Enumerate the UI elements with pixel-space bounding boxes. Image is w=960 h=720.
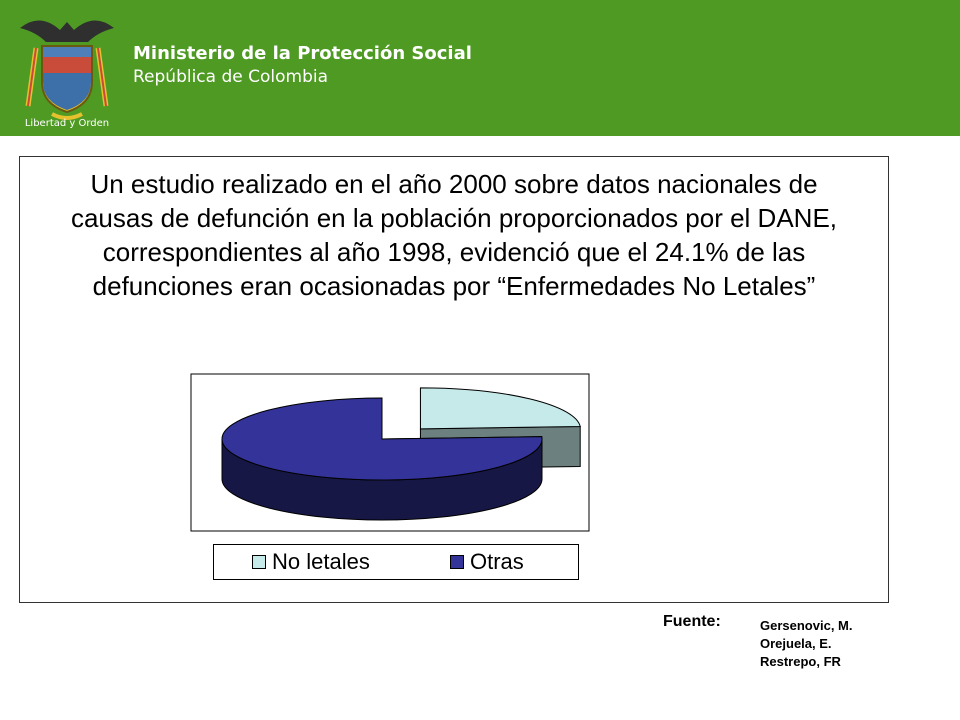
pie-top-no-letales [419, 387, 581, 430]
organization-name: Ministerio de la Protección Social [133, 43, 472, 64]
organization-block: Ministerio de la Protección Social Repúb… [133, 43, 472, 88]
legend-label-otras: Otras [470, 549, 524, 574]
header-banner: Libertad y Orden Ministerio de la Protec… [0, 0, 960, 136]
content-panel: Un estudio realizado en el año 2000 sobr… [19, 156, 889, 603]
logo-motto: Libertad y Orden [25, 118, 109, 129]
study-description: Un estudio realizado en el año 2000 sobr… [70, 169, 838, 301]
source-author: Restrepo, FR [760, 654, 841, 669]
source-label: Fuente: [663, 613, 721, 630]
coat-of-arms-logo: Libertad y Orden [20, 20, 114, 129]
legend-swatch-otras [450, 555, 464, 569]
source-author: Orejuela, E. [760, 636, 832, 651]
legend-label-no-letales: No letales [272, 549, 370, 574]
chart-legend: No letales Otras [213, 544, 579, 580]
pie-slice-otras [221, 397, 543, 521]
pie-chart [190, 373, 590, 532]
source-authors: Gersenovic, M. Orejuela, E. Restrepo, FR [760, 617, 900, 671]
source-author: Gersenovic, M. [760, 618, 853, 633]
legend-swatch-no-letales [252, 555, 266, 569]
country-name: República de Colombia [133, 67, 329, 87]
pie-top-otras [221, 397, 543, 481]
